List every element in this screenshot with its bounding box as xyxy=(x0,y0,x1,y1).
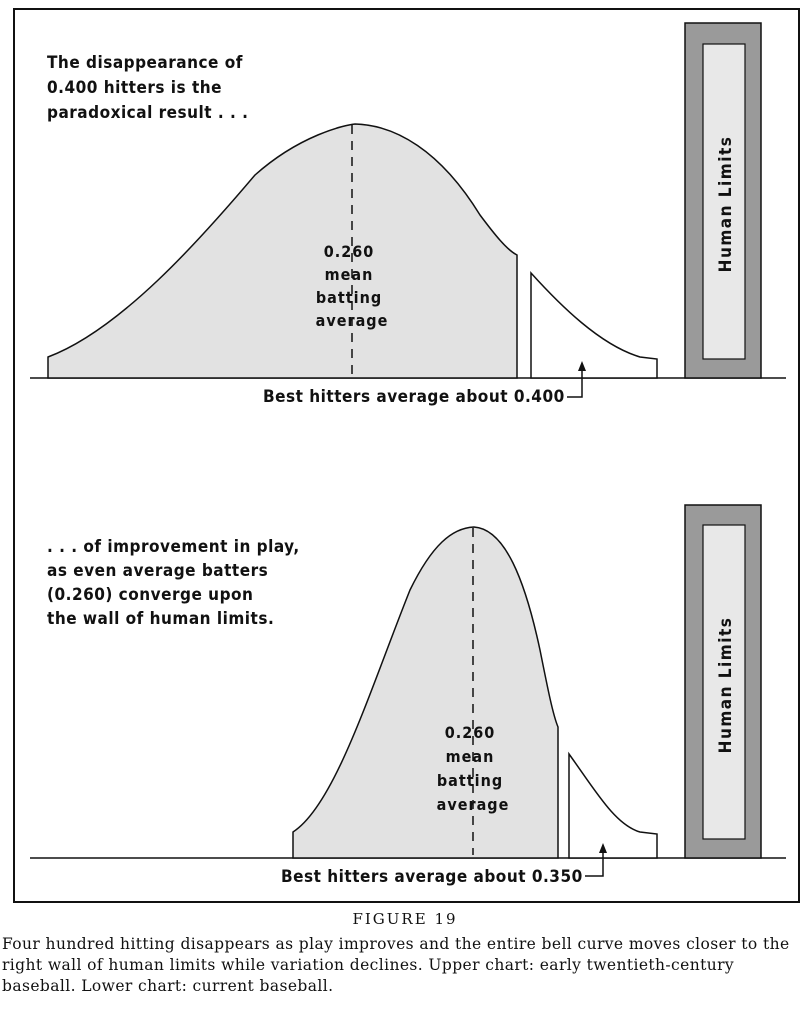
lower-annotation: . . . of improvement in play, as even av… xyxy=(47,537,305,629)
upper-right-tail xyxy=(530,271,658,379)
lower-panel: 0.260 mean batting average . . . of impr… xyxy=(30,504,786,887)
upper-mean-label: 0.260 mean batting average xyxy=(316,242,389,330)
lower-human-limits-wall: Human Limits xyxy=(684,504,762,859)
upper-wall-label: Human Limits xyxy=(716,136,736,273)
upper-annotation: The disappearance of 0.400 hitters is th… xyxy=(47,53,249,123)
caption-text: Four hundred hitting disappears as play … xyxy=(2,935,790,995)
figure-frame xyxy=(13,8,800,903)
lower-mean-label: 0.260 mean batting average xyxy=(437,723,510,814)
upper-arrowhead-icon xyxy=(578,361,586,371)
figure-caption: FIGURE 19 Four hundred hitting disappear… xyxy=(0,910,810,997)
lower-best-hitters-label: Best hitters average about 0.350 xyxy=(281,867,583,887)
figure-diagram: 0.260 mean batting average The disappear… xyxy=(30,22,786,887)
upper-pointer-arrow xyxy=(567,366,583,398)
upper-human-limits-wall: Human Limits xyxy=(684,22,762,379)
lower-bell-curve xyxy=(292,526,559,859)
figure-number: FIGURE 19 xyxy=(352,910,458,928)
lower-arrowhead-icon xyxy=(599,843,607,853)
upper-bell-curve xyxy=(47,123,518,379)
lower-right-tail xyxy=(568,751,658,859)
lower-pointer-arrow xyxy=(585,848,604,877)
upper-panel: 0.260 mean batting average The disappear… xyxy=(30,22,786,407)
upper-best-hitters-label: Best hitters average about 0.400 xyxy=(263,387,565,407)
lower-wall-label: Human Limits xyxy=(716,617,736,754)
